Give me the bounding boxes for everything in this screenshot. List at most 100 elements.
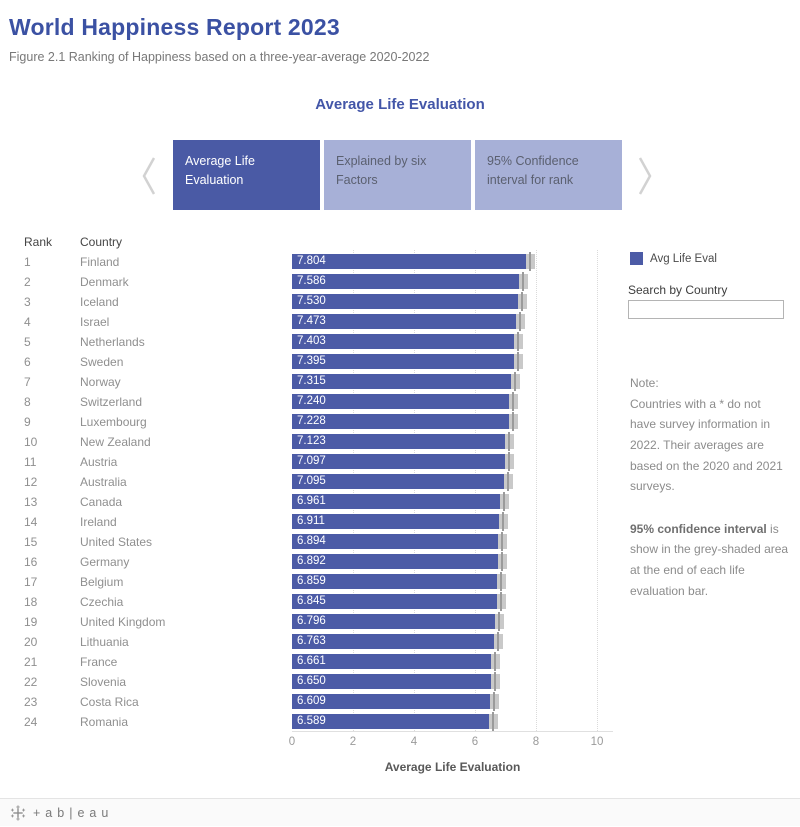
table-row: 20 Lithuania 6.763 [0, 632, 640, 652]
country-cell: Belgium [80, 575, 124, 589]
value-bar[interactable]: 6.796 [292, 614, 500, 629]
ci-line [501, 532, 504, 551]
table-row: 7 Norway 7.315 [0, 372, 640, 392]
bar-value-label: 7.095 [297, 475, 326, 487]
plot-cell: 7.240 [292, 392, 613, 411]
tableau-logo[interactable]: +ab|eau [10, 804, 113, 821]
value-bar[interactable]: 6.892 [292, 554, 503, 569]
search-input[interactable] [628, 300, 784, 319]
next-arrow-icon[interactable] [636, 154, 654, 203]
x-tick-label: 0 [288, 736, 296, 748]
country-cell: Costa Rica [80, 695, 139, 709]
value-bar[interactable]: 7.240 [292, 394, 513, 409]
value-bar[interactable]: 6.763 [292, 634, 499, 649]
plot-cell: 6.661 [292, 652, 613, 671]
ci-line [492, 712, 494, 731]
value-bar[interactable]: 6.894 [292, 534, 503, 549]
value-bar[interactable]: 7.530 [292, 294, 522, 309]
table-row: 10 New Zealand 7.123 [0, 432, 640, 452]
bar-value-label: 6.650 [297, 675, 326, 687]
legend-item-avg-life-eval[interactable]: Avg Life Eval [630, 252, 717, 265]
rank-cell: 19 [24, 615, 38, 629]
rank-cell: 10 [24, 435, 38, 449]
table-row: 22 Slovenia 6.650 [0, 672, 640, 692]
table-row: 15 United States 6.894 [0, 532, 640, 552]
tab-95-confidence-interval[interactable]: 95% Confidence interval for rank [475, 140, 622, 210]
rank-column-header: Rank [24, 235, 53, 249]
rank-cell: 4 [24, 315, 31, 329]
value-bar[interactable]: 7.395 [292, 354, 518, 369]
plot-cell: 7.586 [292, 272, 613, 291]
tab-strip: Average Life Evaluation Explained by six… [173, 140, 622, 210]
bar-value-label: 6.609 [297, 695, 326, 707]
ci-marker [489, 712, 498, 731]
rank-cell: 17 [24, 575, 38, 589]
country-cell: United States [80, 535, 153, 549]
value-bar[interactable]: 7.097 [292, 454, 509, 469]
value-bar[interactable]: 7.586 [292, 274, 524, 289]
bar-value-label: 7.473 [297, 315, 326, 327]
ci-line [498, 612, 501, 631]
table-row: 4 Israel 7.473 [0, 312, 640, 332]
country-cell: Norway [80, 375, 121, 389]
plot-cell: 7.804 [292, 252, 613, 271]
value-bar[interactable]: 7.095 [292, 474, 509, 489]
ci-line [522, 272, 525, 291]
country-cell: Slovenia [80, 675, 127, 689]
bar-value-label: 7.804 [297, 255, 326, 267]
value-bar[interactable]: 6.661 [292, 654, 496, 669]
value-bar[interactable]: 7.403 [292, 334, 518, 349]
note-paragraph: Countries with a * do not have survey in… [630, 396, 783, 494]
bar-value-label: 6.763 [297, 635, 326, 647]
tab-explained-by-six-factors[interactable]: Explained by six Factors [324, 140, 471, 210]
tab-average-life-evaluation[interactable]: Average Life Evaluation [173, 140, 320, 210]
legend-swatch-icon [630, 252, 643, 265]
bar-value-label: 7.123 [297, 435, 326, 447]
ci-note-rest: is show in the grey-shaded area at the e… [630, 521, 789, 598]
table-row: 16 Germany 6.892 [0, 552, 640, 572]
rank-cell: 16 [24, 555, 38, 569]
country-cell: France [80, 655, 118, 669]
value-bar[interactable]: 7.804 [292, 254, 530, 269]
rank-cell: 11 [24, 455, 37, 469]
bar-value-label: 7.097 [297, 455, 326, 467]
value-bar[interactable]: 6.961 [292, 494, 505, 509]
value-bar[interactable]: 6.859 [292, 574, 502, 589]
rank-cell: 13 [24, 495, 38, 509]
ci-line [507, 472, 510, 491]
bar-value-label: 7.228 [297, 415, 326, 427]
country-column-header: Country [80, 235, 123, 249]
country-cell: Lithuania [80, 635, 129, 649]
ci-line [518, 312, 521, 331]
plot-cell: 6.961 [292, 492, 613, 511]
ci-line [529, 252, 531, 271]
table-row: 2 Denmark 7.586 [0, 272, 640, 292]
ci-marker [513, 352, 523, 371]
country-cell: Israel [80, 315, 110, 329]
rank-cell: 20 [24, 635, 38, 649]
value-bar[interactable]: 7.123 [292, 434, 510, 449]
rank-cell: 5 [24, 335, 31, 349]
country-cell: Czechia [80, 595, 124, 609]
table-row: 13 Canada 6.961 [0, 492, 640, 512]
value-bar[interactable]: 7.473 [292, 314, 520, 329]
value-bar[interactable]: 6.911 [292, 514, 503, 529]
value-bar[interactable]: 7.228 [292, 414, 513, 429]
rank-cell: 23 [24, 695, 38, 709]
plot-cell: 6.845 [292, 592, 613, 611]
plot-cell: 7.097 [292, 452, 613, 471]
country-cell: Sweden [80, 355, 124, 369]
ci-line [500, 572, 503, 591]
value-bar[interactable]: 6.845 [292, 594, 501, 609]
prev-arrow-icon[interactable] [140, 154, 158, 203]
bar-value-label: 7.586 [297, 275, 326, 287]
ci-line [516, 352, 519, 371]
value-bar[interactable]: 6.589 [292, 714, 493, 729]
table-row: 1 Finland 7.804 [0, 252, 640, 272]
value-bar[interactable]: 7.315 [292, 374, 516, 389]
page-subtitle: Figure 2.1 Ranking of Happiness based on… [9, 50, 430, 64]
notes-block: Note: Countries with a * do not have sur… [630, 373, 790, 601]
value-bar[interactable]: 6.609 [292, 694, 494, 709]
value-bar[interactable]: 6.650 [292, 674, 495, 689]
